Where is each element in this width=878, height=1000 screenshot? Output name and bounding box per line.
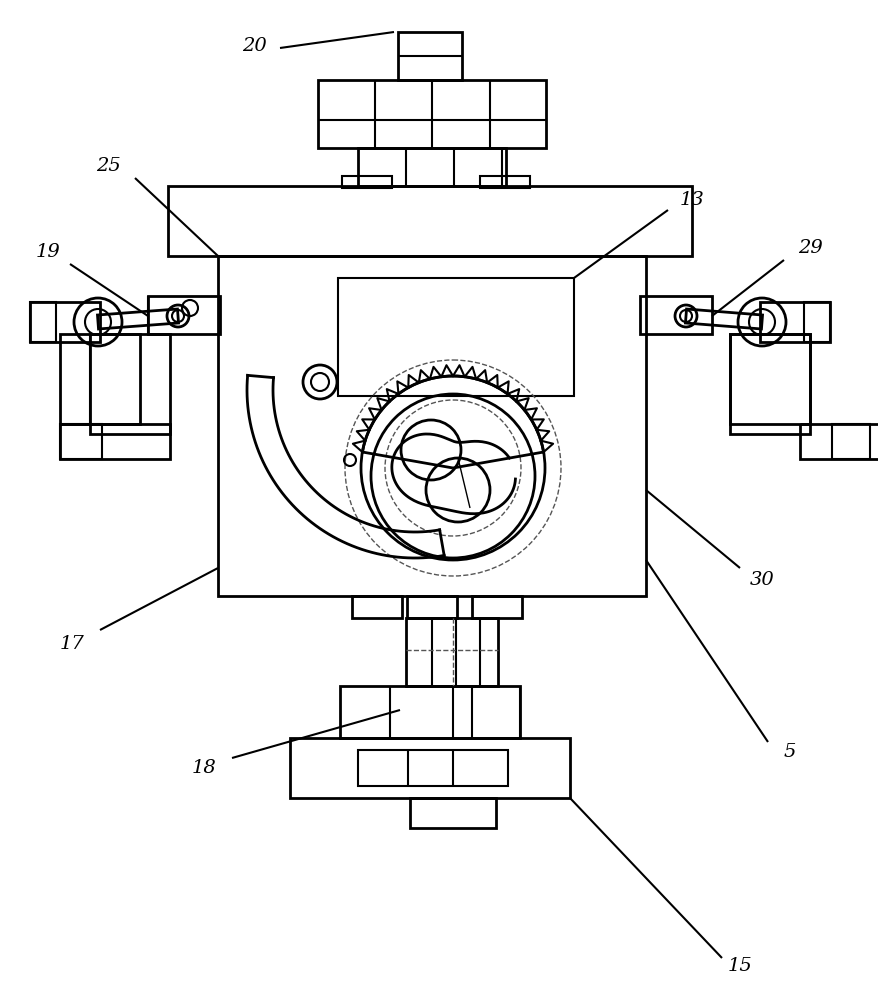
Bar [729,334,810,424]
Text: 5: 5 [783,743,795,761]
Bar [357,148,506,186]
Bar [60,334,140,424]
Bar [60,424,102,459]
Bar [318,80,545,148]
Bar [406,618,498,686]
Bar [407,596,457,618]
Text: 19: 19 [36,243,61,261]
Bar [479,176,529,188]
Text: 29: 29 [796,239,822,257]
Bar [30,302,56,342]
Text: 13: 13 [679,191,703,209]
Text: 20: 20 [241,37,266,55]
Bar [218,256,645,596]
Bar [398,32,462,80]
Bar [351,596,401,618]
Text: 17: 17 [60,635,84,653]
Bar [803,302,829,342]
Bar [409,798,495,828]
Bar [831,424,869,459]
Bar [148,296,220,334]
Text: 18: 18 [191,759,216,777]
Bar [639,296,711,334]
Text: 25: 25 [96,157,120,175]
Bar [290,738,569,798]
Bar [90,334,169,434]
Bar [799,424,878,459]
Bar [60,424,169,459]
Bar [759,302,829,342]
Bar [168,186,691,256]
Bar [471,596,522,618]
Bar [338,278,573,396]
Text: 15: 15 [727,957,752,975]
Bar [30,302,100,342]
Bar [357,750,507,786]
Text: 30: 30 [749,571,774,589]
Bar [340,686,520,738]
Bar [342,176,392,188]
Bar [729,334,810,434]
